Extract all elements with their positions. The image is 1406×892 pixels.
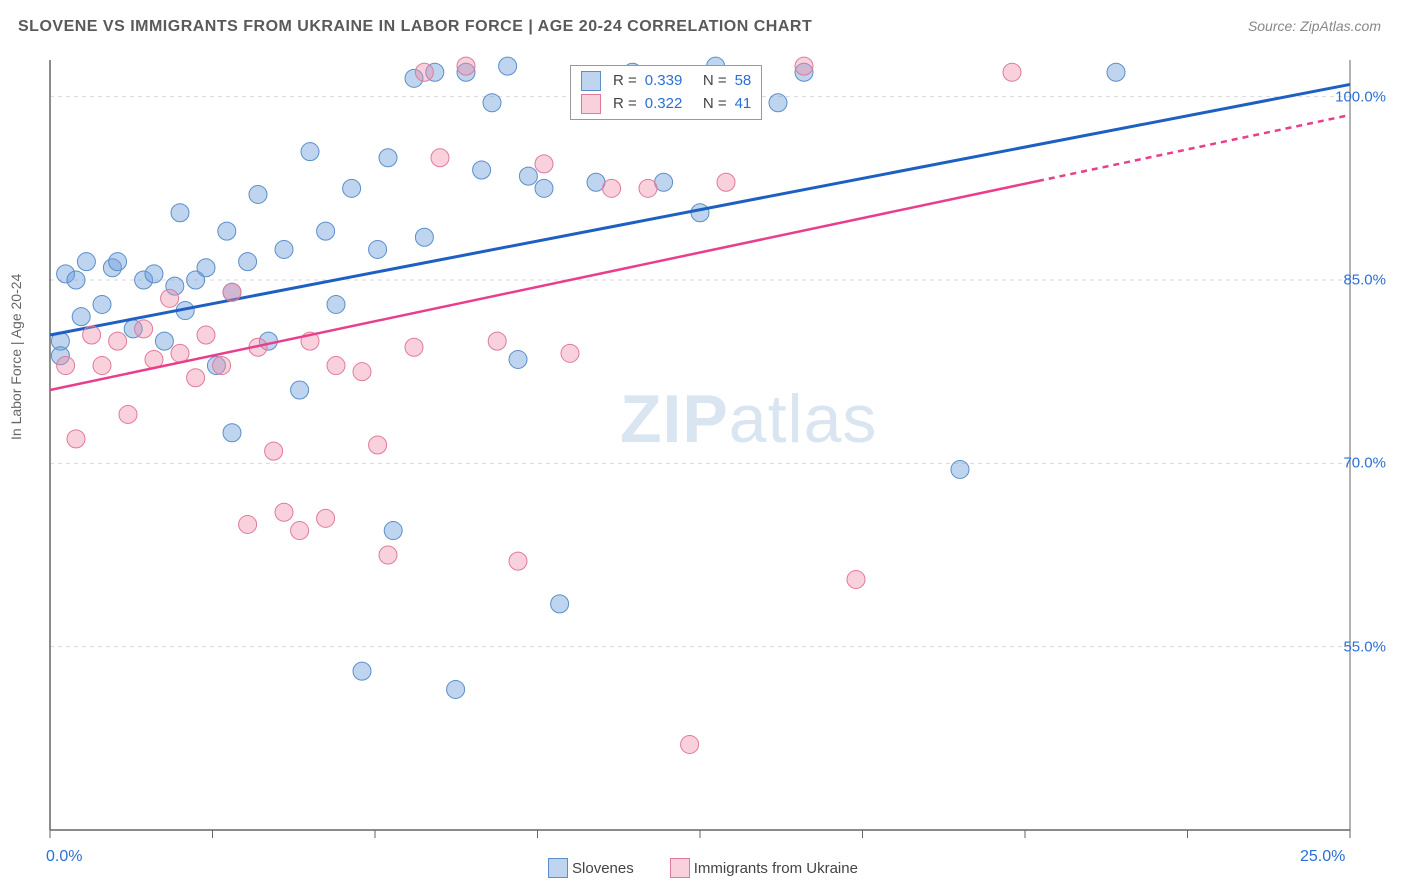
- legend-item-slovenes: Slovenes: [548, 858, 634, 878]
- y-tick-label: 70.0%: [1343, 455, 1386, 472]
- stats-row-slovenes: R = 0.339 N = 58: [581, 70, 751, 93]
- y-tick-label: 100.0%: [1335, 88, 1386, 105]
- legend-item-ukraine: Immigrants from Ukraine: [670, 858, 858, 878]
- y-tick-label: 55.0%: [1343, 638, 1386, 655]
- x-axis-max-label: 25.0%: [1300, 848, 1345, 866]
- y-tick-label: 85.0%: [1343, 272, 1386, 289]
- chart-svg: [0, 0, 1406, 892]
- stats-row-ukraine: R = 0.322 N = 41: [581, 93, 751, 116]
- x-axis-min-label: 0.0%: [46, 848, 82, 866]
- bottom-legend: Slovenes Immigrants from Ukraine: [0, 858, 1406, 882]
- stats-legend-box: R = 0.339 N = 58R = 0.322 N = 41: [570, 65, 762, 120]
